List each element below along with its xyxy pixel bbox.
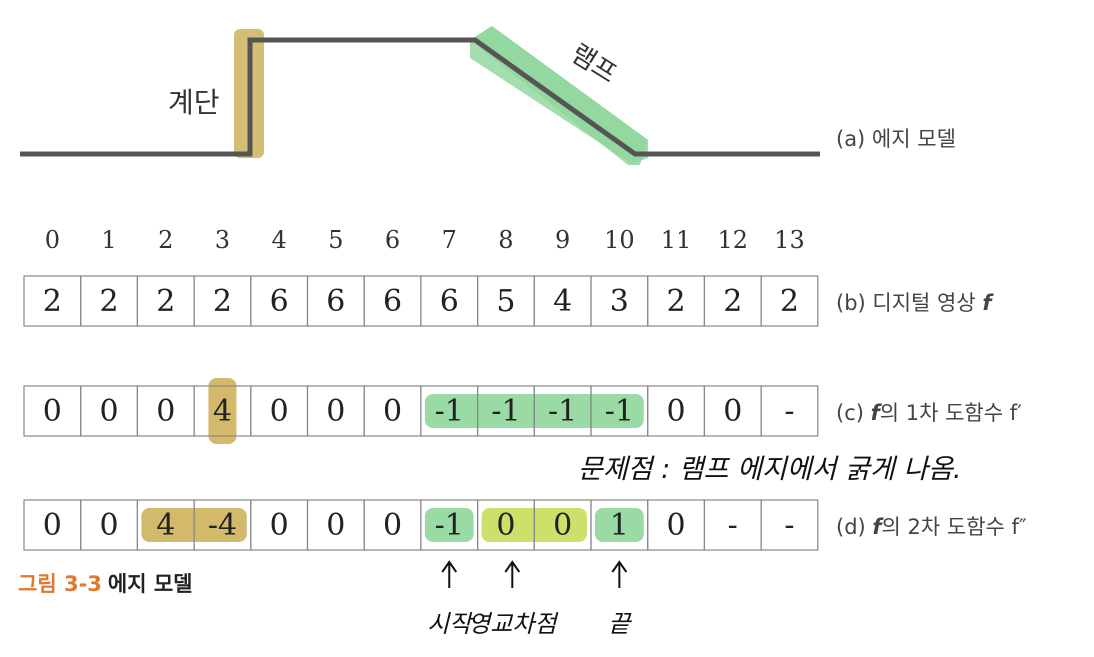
problem-annotation: 문제점 : 램프 에지에서 굵게 나옴. (578, 454, 962, 485)
index-label: 6 (385, 226, 400, 254)
edge-model-caption: (a) 에지 모델 (836, 127, 956, 151)
step-label: 계단 (168, 86, 220, 119)
cell-value: 6 (383, 284, 402, 319)
cell-value: 2 (213, 284, 232, 319)
cell-value: 2 (667, 284, 686, 319)
index-row: 0 1 2 3 4 5 6 7 8 9 10 11 12 13 (45, 226, 805, 254)
cell-value: 6 (326, 284, 345, 319)
row-label-prefix: (c) (836, 401, 871, 425)
cell-value: 0 (43, 394, 62, 429)
edge-profile-line (20, 37, 820, 157)
cell-value: 4 (156, 508, 175, 543)
cell-highlight (424, 508, 474, 542)
cell-value: 0 (270, 508, 289, 543)
row-label: (b) 디지털 영상 f (836, 291, 994, 315)
cell-value: 2 (100, 284, 119, 319)
cell-value: 0 (383, 508, 402, 543)
figure-number: 그림 3-3 (18, 572, 102, 596)
cell-value: 2 (780, 284, 799, 319)
cell-value: 6 (270, 284, 289, 319)
index-label: 8 (498, 226, 513, 254)
cell-value: 4 (553, 284, 572, 319)
arrow-annotation: 끝 (608, 560, 632, 638)
cell-border (760, 499, 819, 551)
index-label: 10 (604, 226, 635, 254)
index-label: 13 (774, 226, 805, 254)
index-label: 5 (328, 226, 343, 254)
index-label: 9 (555, 226, 570, 254)
cell-value: 0 (326, 508, 345, 543)
cell-value: 1 (610, 508, 629, 543)
row-label-prefix: (b) 디지털 영상 (836, 291, 982, 315)
cell-value: - (784, 508, 794, 543)
cell-value: 2 (156, 284, 175, 319)
cell-value: 5 (496, 284, 515, 319)
row-label-symbol: f (982, 291, 994, 315)
cell-value: 0 (383, 394, 402, 429)
arrow-annotation: 영교차점 (468, 560, 559, 638)
cell-value: 3 (610, 284, 629, 319)
row-f1: 0 0 0 4 0 0 0 -1 -1 -1 -1 0 0 - (c) f의 1차 도함수 f′ (23, 378, 1022, 444)
row-f2: 0 0 4 -4 0 0 0 -1 0 0 1 0 - - (d) f의 2차 도함수 f″ (23, 499, 1027, 551)
cell-value: 0 (43, 508, 62, 543)
cell-value: 0 (553, 508, 572, 543)
index-label: 0 (45, 226, 60, 254)
index-label: 3 (215, 226, 230, 254)
row-label-prefix: (d) (836, 515, 872, 539)
cell-value: -1 (605, 394, 634, 429)
cell-value: - (784, 394, 794, 429)
index-label: 7 (442, 226, 457, 254)
cell-value: -1 (491, 394, 520, 429)
cell-value: 0 (100, 508, 119, 543)
arrow-annotation: 시작 (427, 560, 474, 638)
cell-value: 6 (440, 284, 459, 319)
cell-value: 0 (326, 394, 345, 429)
arrow-label: 시작 (427, 610, 474, 638)
row-label-suffix: 의 2차 도함수 f″ (882, 515, 1027, 539)
figure-title: 에지 모델 (107, 572, 193, 596)
cell-value: 0 (667, 394, 686, 429)
cell-value: 0 (270, 394, 289, 429)
arrow-label: 영교차점 (468, 610, 559, 638)
arrow-label: 끝 (608, 610, 632, 638)
figure-caption: 그림 3-3 에지 모델 (18, 568, 192, 598)
cell-value: 4 (213, 394, 232, 429)
edge-model-panel: 계단 램프 (a) 에지 모델 (20, 26, 956, 165)
index-label: 1 (101, 226, 116, 254)
cell-border (760, 385, 819, 437)
cell-value: -4 (208, 508, 237, 543)
index-label: 4 (272, 226, 287, 254)
cell-value: 2 (43, 284, 62, 319)
cell-value: 0 (667, 508, 686, 543)
data-rows: 2 2 2 2 6 6 6 6 5 4 3 2 2 2 (b) 디지털 영상 f0 0 0 4 0 0 0 -1 -1 -1-… (23, 275, 1027, 551)
cell-value: 0 (100, 394, 119, 429)
cell-value: 0 (156, 394, 175, 429)
index-label: 2 (158, 226, 173, 254)
cell-highlight (208, 378, 237, 444)
cell-value: -1 (548, 394, 577, 429)
cell-value: 0 (496, 508, 515, 543)
cell-value: 2 (723, 284, 742, 319)
ramp-label: 램프 (565, 39, 621, 90)
index-label: 11 (661, 226, 692, 254)
cell-value: - (728, 508, 738, 543)
row-label-symbol: f (871, 401, 883, 425)
cell-border (760, 275, 819, 327)
cell-value: -1 (435, 394, 464, 429)
row-f: 2 2 2 2 6 6 6 6 5 4 3 2 2 2 (b) 디지털 영상 f (23, 275, 994, 327)
row-label-symbol: f (872, 515, 884, 539)
cell-highlight (595, 508, 644, 542)
row-label: (d) f의 2차 도함수 f″ (836, 515, 1027, 539)
cell-value: 0 (723, 394, 742, 429)
row-label: (c) f의 1차 도함수 f′ (836, 401, 1022, 425)
cell-value: -1 (435, 508, 464, 543)
index-label: 12 (717, 226, 748, 254)
row-label-suffix: 의 1차 도함수 f′ (880, 401, 1022, 425)
